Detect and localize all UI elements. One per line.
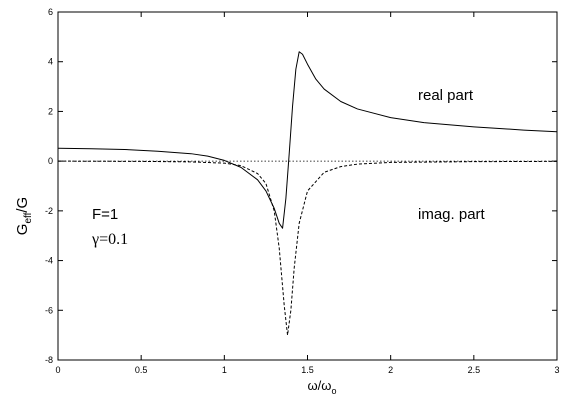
y-tick-label: -8 <box>45 355 53 365</box>
y-tick-label: 6 <box>48 7 53 17</box>
y-tick-label: -6 <box>45 305 53 315</box>
y-tick-label: 4 <box>48 57 53 67</box>
annotation-imag-part: imag. part <box>418 206 486 223</box>
x-tick-label: 1 <box>222 365 227 375</box>
y-tick-label: -2 <box>45 206 53 216</box>
y-axis-label: Geff/G <box>14 197 34 235</box>
x-axis-label: ω/ωo <box>308 378 337 396</box>
x-tick-label: 1.5 <box>301 365 314 375</box>
real-part-line <box>57 51 558 229</box>
imag-part-line <box>57 160 558 336</box>
y-tick-label: 2 <box>48 106 53 116</box>
x-tick-label: 3 <box>554 365 559 375</box>
x-tick-label: 0 <box>55 365 60 375</box>
x-tick-label: 2.5 <box>468 365 481 375</box>
y-tick-label: -4 <box>45 256 53 266</box>
x-tick-label: 2 <box>388 365 393 375</box>
annotation-param-f: F=1 <box>92 206 118 223</box>
annotation-param-gamma: γ=0.1 <box>91 231 128 248</box>
annotation-real-part: real part <box>418 87 474 104</box>
y-tick-label: 0 <box>48 156 53 166</box>
x-tick-label: 0.5 <box>135 365 148 375</box>
